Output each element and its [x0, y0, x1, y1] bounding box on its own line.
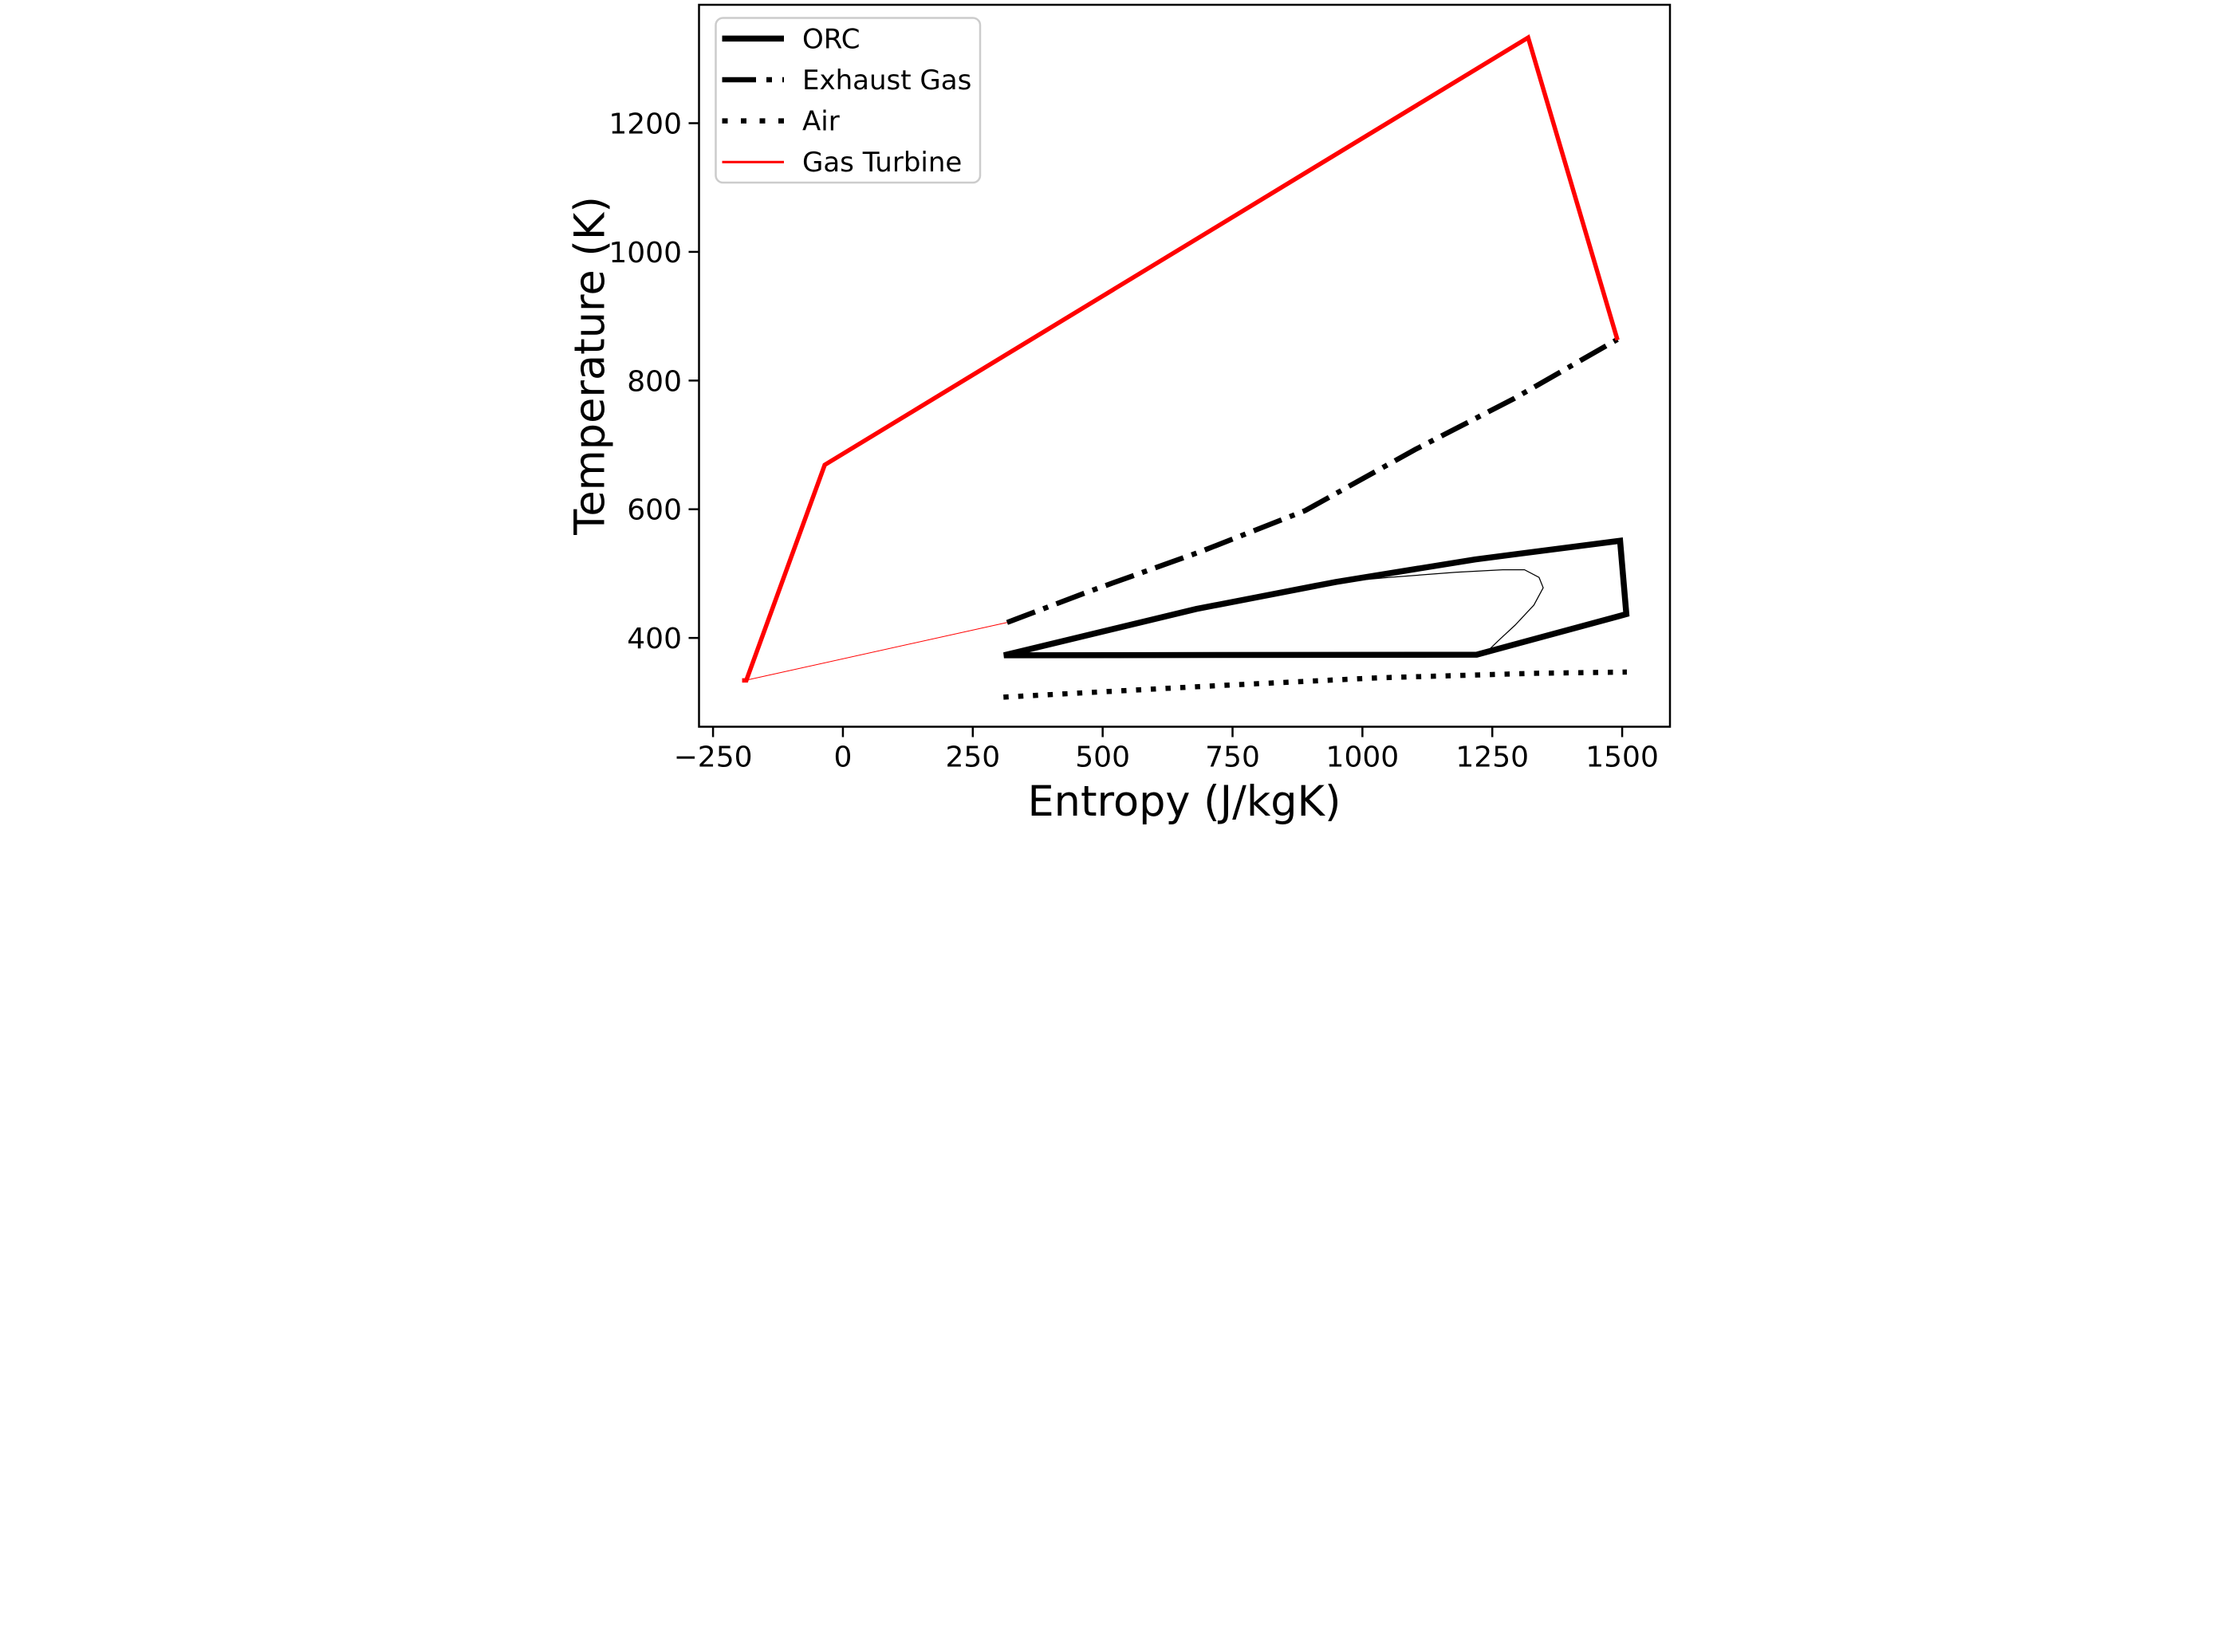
legend: ORC Exhaust Gas Air Gas Turbine [715, 17, 982, 184]
x-tick-label: 0 [833, 741, 852, 774]
legend-label-air: Air [802, 106, 840, 138]
orc-line [1003, 537, 1630, 659]
y-tick-label: 800 [627, 365, 682, 398]
x-tick-label: 1250 [1455, 741, 1529, 774]
x-tick-label: 750 [1205, 741, 1260, 774]
ts-diagram-figure: −250 0 250 500 750 1000 1250 1500 400 600 800 1000 1… [558, 0, 1675, 826]
x-tick-label: 1500 [1585, 741, 1659, 774]
x-axis-label: Entropy (J/kgK) [1028, 777, 1341, 826]
legend-box [715, 17, 982, 184]
plot-border [698, 3, 1672, 728]
ts-diagram-chart: −250 0 250 500 750 1000 1250 1500 400 600 800 1000 1… [558, 0, 1675, 826]
x-tick-label: 1000 [1326, 741, 1400, 774]
y-tick-label: 1000 [608, 237, 682, 269]
x-tick-label: −250 [674, 741, 753, 774]
legend-label-orc: ORC [802, 23, 860, 55]
y-tick-label: 600 [627, 494, 682, 527]
legend-label-exhaust-gas: Exhaust Gas [802, 65, 971, 96]
gas-turbine-return-line [745, 622, 1007, 681]
axes: −250 0 250 500 750 1000 1250 1500 400 600 800 1000 1… [608, 3, 1672, 774]
y-tick-label: 1200 [608, 108, 682, 140]
y-axis-label: Temperature (K) [566, 196, 615, 536]
air-line [1003, 669, 1627, 700]
series [742, 33, 1630, 700]
gas-turbine-line [742, 33, 1620, 683]
x-tick-label: 250 [945, 741, 1000, 774]
legend-label-gas-turbine: Gas Turbine [802, 147, 962, 179]
exhaust-gas-line [1006, 336, 1619, 625]
y-tick-label: 400 [627, 623, 682, 655]
orc-saturation-curve-line [1310, 568, 1544, 651]
x-tick-label: 500 [1075, 741, 1130, 774]
